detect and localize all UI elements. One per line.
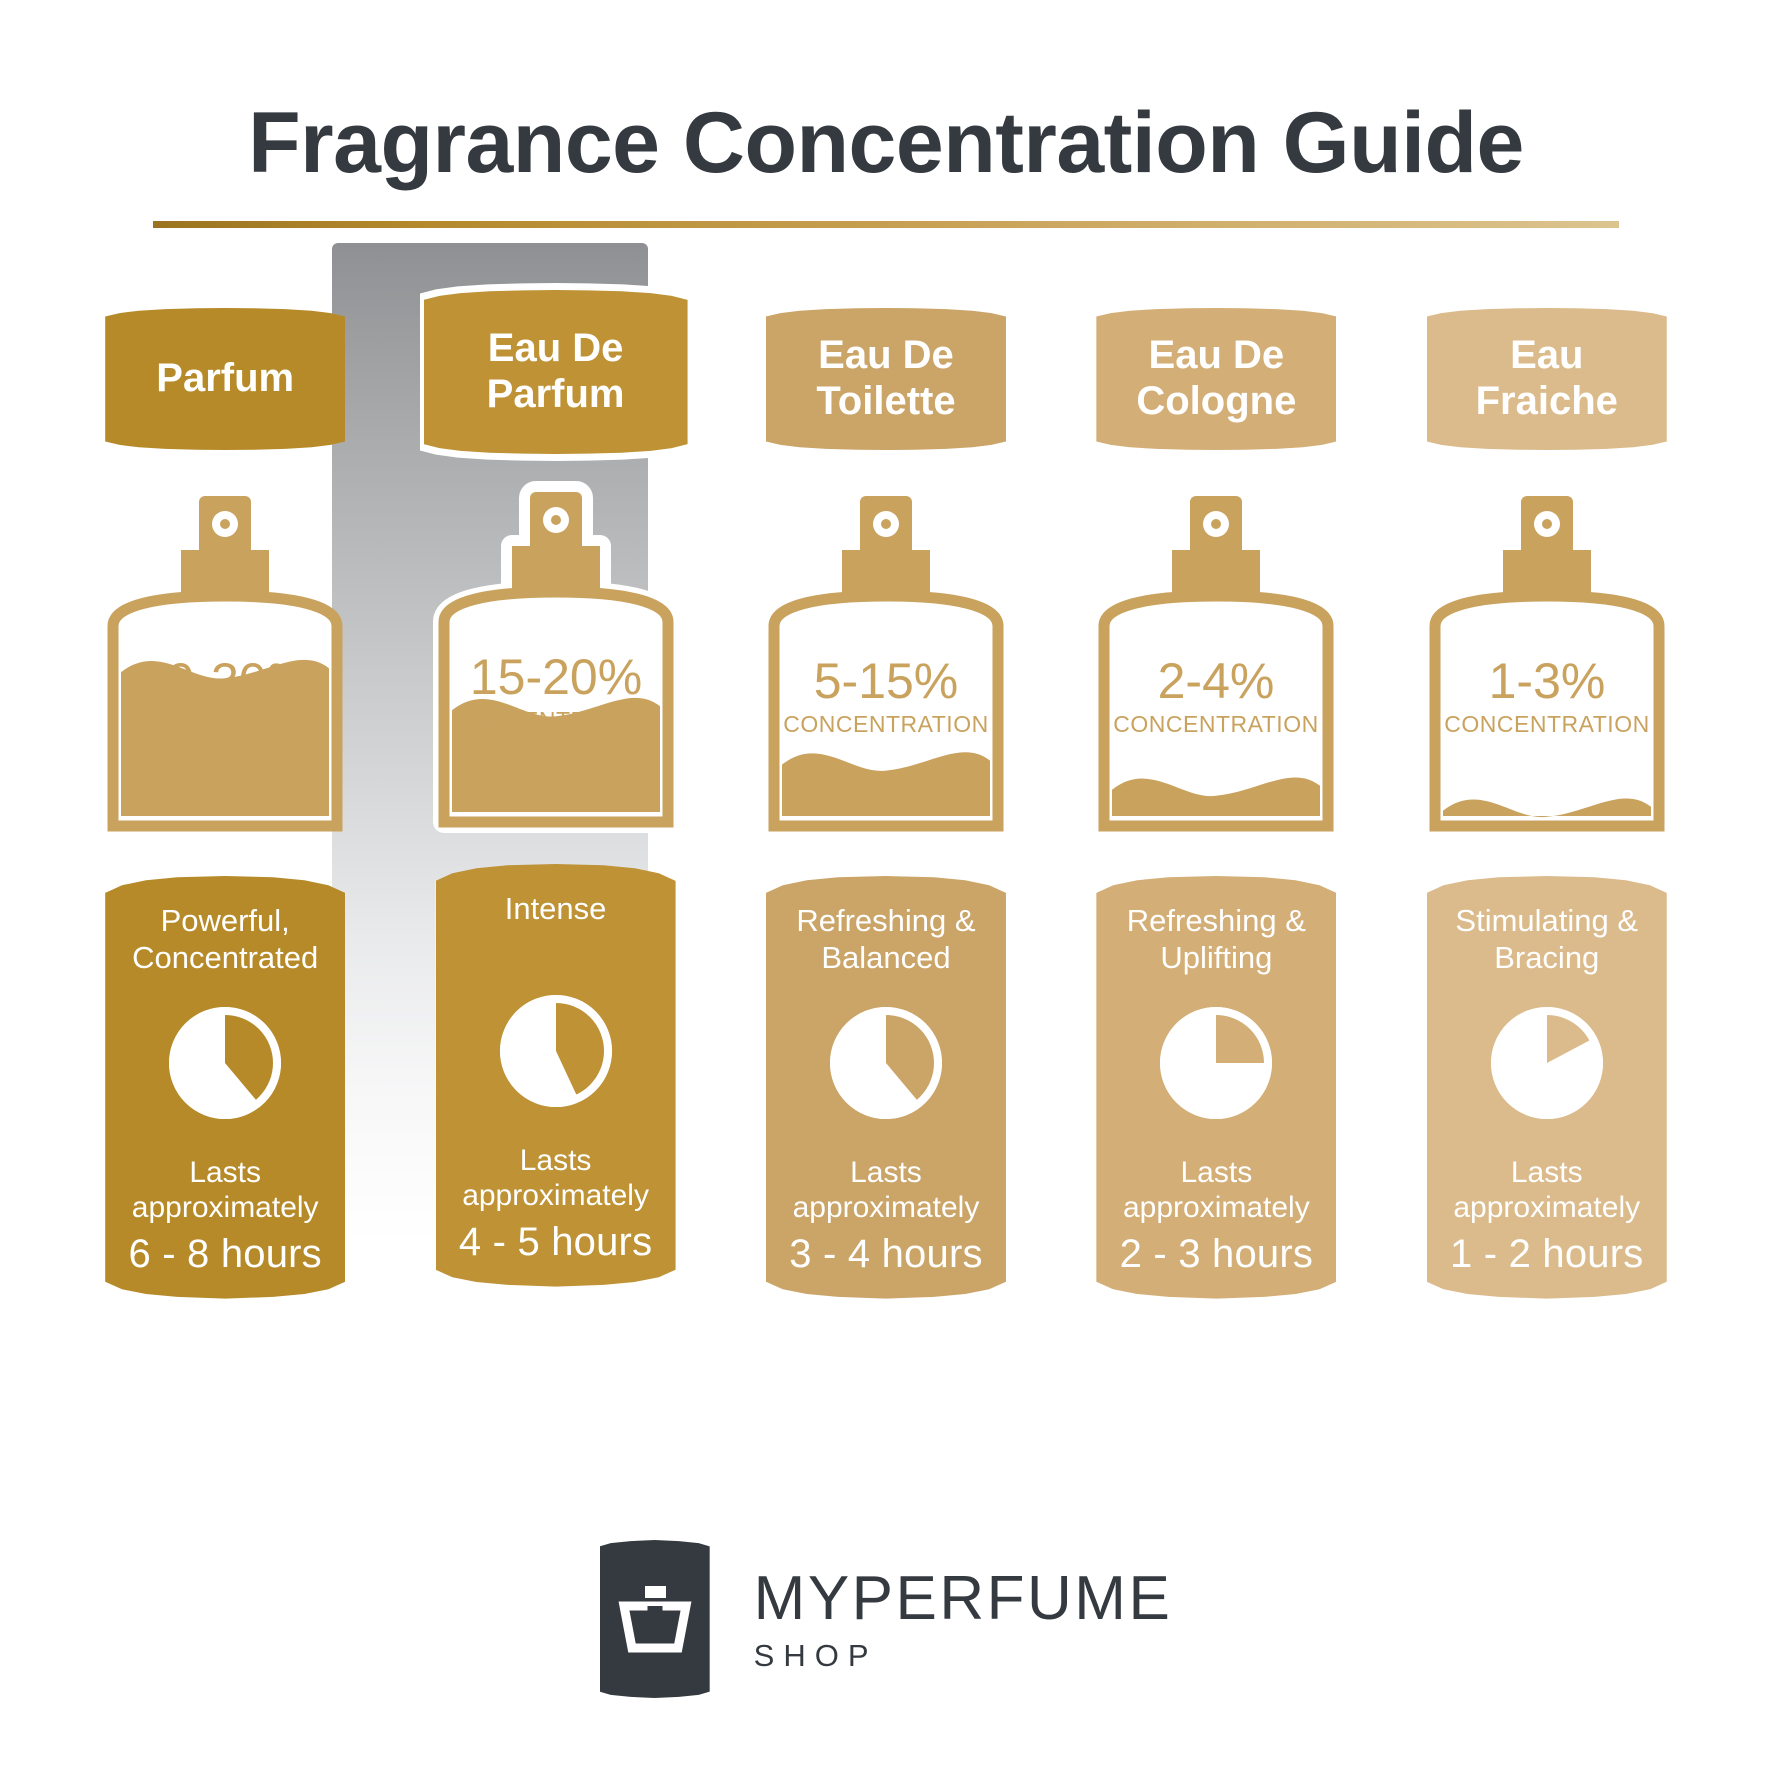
duration-card-holder: Refreshing & Uplifting Lasts approximately… (1051, 830, 1381, 1299)
duration-card[interactable]: Powerful, Concentrated Lasts approximately… (105, 876, 346, 1299)
concentration-column[interactable]: Eau De Parfum 15-20% CONCENTRATION (390, 243, 720, 1299)
bottle-illustration: 20-30% CONCENTRATION (95, 490, 355, 832)
scent-descriptor: Intense (504, 891, 607, 926)
duration-card[interactable]: Refreshing & Uplifting Lasts approximately… (1096, 876, 1337, 1299)
duration-card-holder: Intense Lasts approximately 4 - 5 hours (390, 826, 720, 1287)
column-title: Eau De Parfum (486, 326, 625, 416)
duration-pie-chart (827, 1004, 945, 1122)
column-header-banner[interactable]: Parfum (105, 308, 346, 450)
lasts-label: Lasts approximately (792, 1156, 980, 1224)
perfume-bottle-icon (599, 1540, 710, 1698)
duration-value: 4 - 5 hours (458, 1219, 653, 1264)
column-title: Eau Fraiche (1475, 333, 1618, 423)
concentration-column[interactable]: Eau Fraiche 1-3% CONCENTRATION Stimulatin… (1382, 243, 1712, 1299)
brand-footer: MYPERFUME SHOP (0, 1540, 1772, 1698)
lasts-label: Lasts approximately (131, 1156, 319, 1224)
duration-card[interactable]: Refreshing & Balanced Lasts approximately … (765, 876, 1006, 1299)
bottle-illustration: 1-3% CONCENTRATION (1417, 490, 1677, 832)
concentration-column[interactable]: Eau De Cologne 2-4% CONCENTRATION Refresh… (1051, 243, 1381, 1299)
lasts-label: Lasts approximately (1453, 1156, 1641, 1224)
scent-descriptor: Powerful, Concentrated (132, 903, 319, 976)
concentration-column[interactable]: Eau De Toilette 5-15% CONCENTRATION Refre… (721, 243, 1051, 1299)
duration-pie-chart (1157, 1004, 1275, 1122)
brand-wordmark: MYPERFUME SHOP (753, 1563, 1173, 1673)
column-header-banner[interactable]: Eau De Toilette (765, 308, 1006, 450)
bottle-illustration: 2-4% CONCENTRATION (1086, 490, 1346, 832)
lasts-label: Lasts approximately (462, 1144, 649, 1212)
column-header-banner[interactable]: Eau Fraiche (1426, 308, 1667, 450)
column-title: Eau De Toilette (816, 333, 956, 423)
duration-value: 3 - 4 hours (789, 1231, 983, 1276)
concentration-column[interactable]: Parfum 20-30% CONCENTRATION Powerful, Con… (60, 243, 390, 1299)
column-title: Eau De Cologne (1136, 333, 1297, 423)
title-underline-rule (153, 220, 1619, 228)
svg-text:15-20%: 15-20% (469, 649, 641, 705)
lasts-label: Lasts approximately (1122, 1156, 1310, 1224)
bottle-illustration: 15-20% CONCENTRATION (426, 481, 686, 833)
duration-pie-chart (497, 992, 615, 1110)
duration-value: 6 - 8 hours (128, 1231, 322, 1276)
title-block: Fragrance Concentration Guide (0, 96, 1772, 228)
scent-descriptor: Refreshing & Balanced (796, 903, 976, 976)
column-header-banner[interactable]: Eau De Parfum (423, 290, 688, 454)
duration-pie-chart (166, 1004, 284, 1122)
svg-text:CONCENTRATION: CONCENTRATION (1444, 711, 1649, 737)
duration-card-holder: Refreshing & Balanced Lasts approximately … (721, 830, 1051, 1299)
svg-text:5-15%: 5-15% (814, 653, 959, 709)
brand-tagline: SHOP (753, 1637, 878, 1673)
svg-text:2-4%: 2-4% (1158, 653, 1275, 709)
bottle-illustration: 5-15% CONCENTRATION (756, 490, 1016, 832)
svg-text:CONCENTRATION: CONCENTRATION (453, 707, 658, 733)
duration-card-holder: Stimulating & Bracing Lasts approximately … (1382, 830, 1712, 1299)
brand-name: MYPERFUME (753, 1563, 1173, 1633)
svg-text:CONCENTRATION: CONCENTRATION (783, 711, 988, 737)
svg-text:20-30%: 20-30% (139, 653, 311, 709)
column-header-banner[interactable]: Eau De Cologne (1096, 308, 1337, 450)
page-title: Fragrance Concentration Guide (248, 95, 1524, 191)
svg-text:CONCENTRATION: CONCENTRATION (1114, 711, 1319, 737)
duration-card[interactable]: Intense Lasts approximately 4 - 5 hours (435, 864, 676, 1287)
duration-card[interactable]: Stimulating & Bracing Lasts approximately … (1426, 876, 1667, 1299)
scent-descriptor: Stimulating & Bracing (1455, 903, 1639, 976)
duration-card-holder: Powerful, Concentrated Lasts approximately… (60, 830, 390, 1299)
duration-value: 2 - 3 hours (1119, 1231, 1314, 1276)
column-title: Parfum (156, 356, 295, 401)
scent-descriptor: Refreshing & Uplifting (1126, 903, 1306, 976)
concentration-columns: Parfum 20-30% CONCENTRATION Powerful, Con… (60, 243, 1712, 1299)
svg-text:1-3%: 1-3% (1488, 653, 1605, 709)
duration-value: 1 - 2 hours (1450, 1231, 1644, 1276)
svg-text:CONCENTRATION: CONCENTRATION (122, 711, 327, 737)
duration-pie-chart (1488, 1004, 1606, 1122)
